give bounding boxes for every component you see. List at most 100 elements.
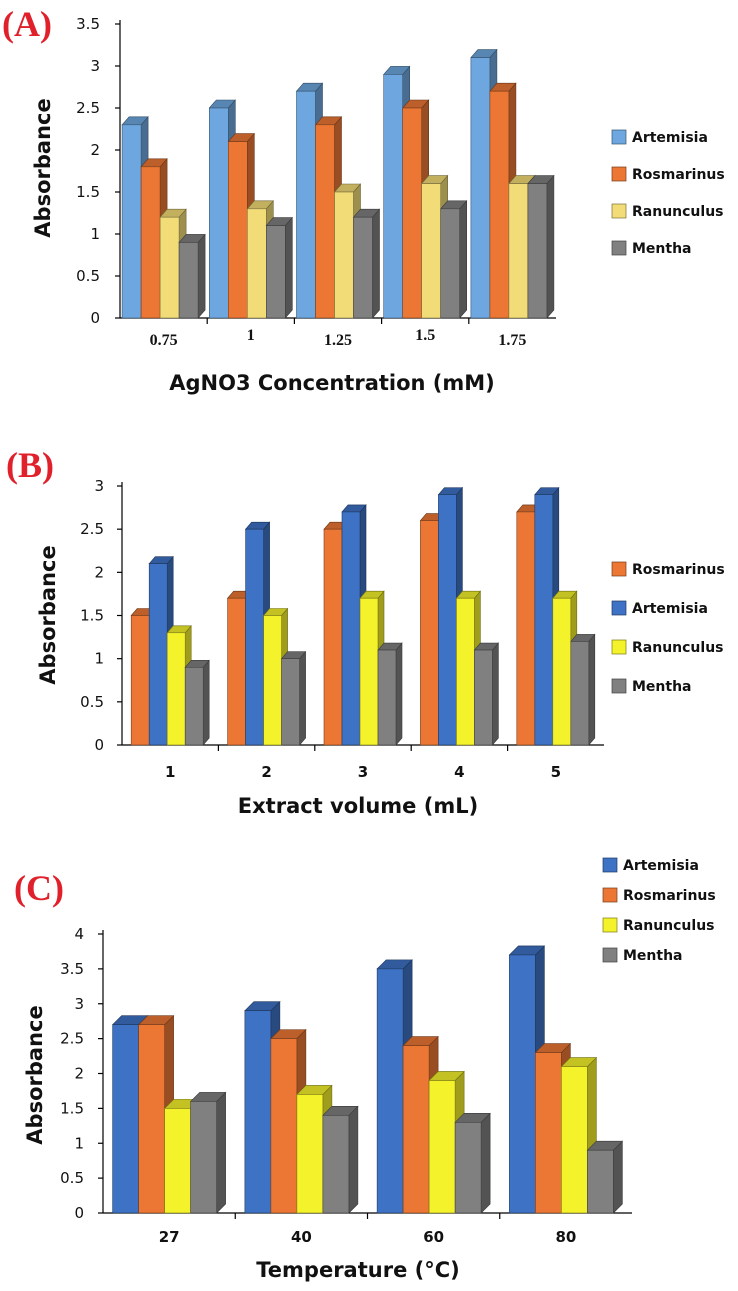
panel-a-y-axis-title: Absorbance xyxy=(31,98,55,237)
panel-c-bar-artemisia-40 xyxy=(244,1001,281,1214)
panel-a-bar-front xyxy=(508,183,529,319)
panel-b-bar-front xyxy=(516,511,536,746)
panel-c-legend-item-artemisia: Artemisia xyxy=(602,857,699,874)
panel-c-ytick-label: 1 xyxy=(74,1134,84,1152)
panel-b-bar-side xyxy=(202,659,210,746)
panel-c-legend: Artemisia Rosmarinus Ranunculus Mentha xyxy=(602,857,716,964)
panel-a-xtick-label: 1.75 xyxy=(498,332,526,349)
panel-b-legend-item-ranunculus: Ranunculus xyxy=(611,639,724,656)
panel-c-legend-label: Mentha xyxy=(623,948,683,964)
panel-c-bar-front xyxy=(296,1094,324,1214)
panel-c-legend-item-rosmarinus: Rosmarinus xyxy=(602,887,716,904)
panel-b-legend-swatch xyxy=(611,639,627,655)
panel-a-bar-front xyxy=(140,166,161,319)
panel-a-bar-rosmarinus-0-75 xyxy=(140,158,168,319)
panel-c-ytick-label: 3.5 xyxy=(60,960,84,978)
panel-c-legend-swatch xyxy=(602,917,618,933)
panel-c-legend-item-mentha: Mentha xyxy=(602,947,683,964)
panel-c-legend-swatch xyxy=(602,857,618,873)
panel-c-bar-front xyxy=(561,1066,588,1214)
panel-c-bar-side xyxy=(216,1091,226,1214)
panel-c-bar-mentha-60 xyxy=(454,1112,491,1214)
panel-a-xtick-label: 1.5 xyxy=(415,327,435,344)
panel-a-legend: Artemisia Rosmarinus Ranunculus Mentha xyxy=(611,129,725,257)
panel-c-bar-side xyxy=(348,1105,359,1214)
panel-b-ytick-label: 0 xyxy=(94,736,104,754)
panel-c-bar-front xyxy=(190,1101,217,1214)
panel-c-bar-front xyxy=(402,1045,430,1214)
panel-c-bar-front xyxy=(587,1149,614,1214)
panel-c-bar-front xyxy=(509,954,536,1214)
panel-b-legend-label: Ranunculus xyxy=(632,640,724,656)
panel-a-bar-front xyxy=(470,57,491,319)
panel-a-label: (A) xyxy=(2,4,52,44)
panel-b-legend-label: Mentha xyxy=(632,679,692,695)
panel-b-xtick-label: 3 xyxy=(358,763,368,781)
panel-a-legend-swatch xyxy=(611,129,627,145)
panel-b-bar-front xyxy=(438,494,457,746)
panel-b-bar-side xyxy=(492,642,499,746)
panel-c-bar-side xyxy=(480,1112,491,1214)
panel-a-legend-item-artemisia: Artemisia xyxy=(611,129,708,146)
panel-c-bar-front xyxy=(112,1024,139,1214)
panel-a-bar-mentha-1 xyxy=(265,216,293,319)
panel-a-bar-front xyxy=(334,191,354,319)
panel-a-bar-front xyxy=(353,216,373,319)
panel-b-bar-mentha-5 xyxy=(570,633,596,746)
panel-b-bar-front xyxy=(148,563,168,746)
panel-a-bar-side xyxy=(546,174,555,319)
panel-c-ytick-label: 4 xyxy=(74,925,84,943)
panel-a-bar-front xyxy=(209,107,229,319)
panel-b-y-axis-title: Absorbance xyxy=(36,545,60,684)
panel-c-bar-ranunculus-80 xyxy=(560,1056,598,1214)
panel-b-legend-item-artemisia: Artemisia xyxy=(611,600,708,617)
panel-b-bar-front xyxy=(184,666,204,746)
panel-a-bar-front xyxy=(440,208,461,319)
panel-b-legend-item-rosmarinus: Rosmarinus xyxy=(611,561,725,578)
panel-a-legend-label: Mentha xyxy=(632,241,692,257)
panel-a-legend-label: Artemisia xyxy=(632,130,708,146)
panel-a-ytick-label: 3.5 xyxy=(76,15,100,33)
panel-a-bar-front xyxy=(402,107,423,319)
panel-c-bar-front xyxy=(454,1122,482,1214)
panel-b-bar-side xyxy=(299,650,306,746)
panel-b-bar-front xyxy=(227,597,246,746)
panel-b-bar-front xyxy=(456,597,475,746)
panel-c-bar-front xyxy=(535,1052,562,1214)
panel-a-bar-front xyxy=(527,183,548,319)
panel-b-xtick-label: 5 xyxy=(551,763,561,781)
panel-c-ytick-label: 2 xyxy=(74,1065,84,1083)
panel-b: (B) 0 0.5 1 1.5 2 2.5 3 1 2 3 4 5 Absorbance Extrac… xyxy=(6,445,725,818)
panel-b-bar-front xyxy=(377,649,397,746)
panel-b-legend-swatch xyxy=(611,600,627,616)
panel-b-label: (B) xyxy=(6,445,54,485)
panel-c-xtick-label: 27 xyxy=(159,1228,180,1246)
panel-c-legend-swatch xyxy=(602,887,618,903)
panel-c-legend-label: Artemisia xyxy=(623,858,699,874)
panel-a-legend-label: Rosmarinus xyxy=(632,167,725,183)
panel-a-bar-side xyxy=(284,216,293,319)
panel-c-legend-item-ranunculus: Ranunculus xyxy=(602,917,715,934)
panel-b-ytick-label: 2.5 xyxy=(80,520,104,538)
panel-a-bar-mentha-1-25 xyxy=(352,208,381,319)
panel-a-x-axis-title: AgNO3 Concentration (mM) xyxy=(169,371,495,395)
panel-b-bar-mentha-3 xyxy=(377,642,403,746)
panel-a-bar-front xyxy=(315,124,335,319)
panel-a-bar-front xyxy=(265,225,286,319)
panel-b-bar-mentha-1 xyxy=(184,659,210,746)
panel-b-legend: Rosmarinus Artemisia Ranunculus Mentha xyxy=(611,561,725,695)
panel-a-bar-front xyxy=(296,90,316,319)
panel-b-plot: 0 0.5 1 1.5 2 2.5 3 1 2 3 4 5 xyxy=(80,477,604,781)
panel-a-xtick-label: 0.75 xyxy=(150,332,178,349)
panel-a-bar-front xyxy=(383,74,404,319)
panel-a-legend-swatch xyxy=(611,203,627,219)
panel-b-xtick-label: 2 xyxy=(261,763,271,781)
panel-c-bar-front xyxy=(244,1010,272,1214)
panel-b-xtick-label: 4 xyxy=(454,763,464,781)
panel-b-bar-front xyxy=(341,511,361,746)
panel-b-ytick-label: 1 xyxy=(94,650,104,668)
panel-b-bar-front xyxy=(323,528,343,746)
panel-c-bar-mentha-27 xyxy=(189,1091,227,1214)
panel-c-xtick-label: 60 xyxy=(423,1228,444,1246)
panel-a-bar-front xyxy=(489,90,510,319)
